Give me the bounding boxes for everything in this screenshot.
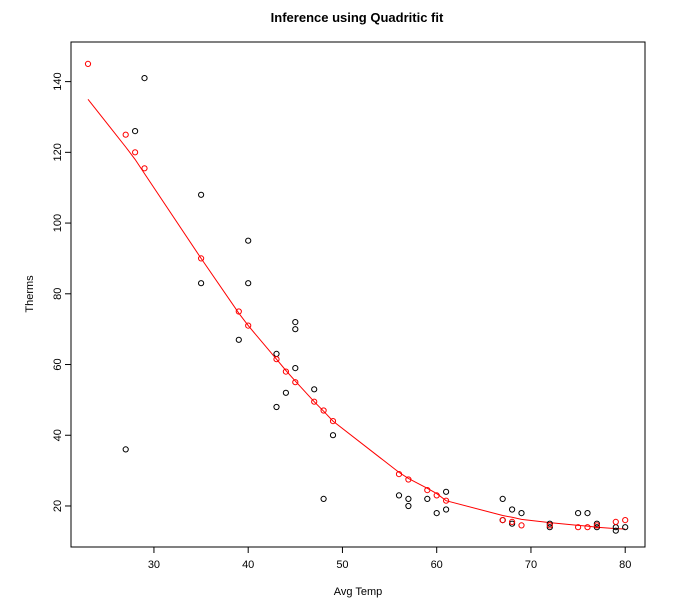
observed-point	[546, 520, 553, 527]
observed-point	[329, 432, 337, 439]
y-tick-label: 120	[52, 143, 64, 161]
chart-title: Inference using Quadritic fit	[271, 10, 444, 25]
observed-point	[508, 520, 516, 527]
observed-point	[518, 509, 525, 517]
observed-point	[311, 386, 318, 393]
observed-point	[424, 495, 431, 502]
fitted-point	[198, 255, 205, 262]
observed-point	[245, 237, 252, 244]
fitted-point	[245, 322, 252, 329]
fitted-point	[424, 487, 431, 494]
data-marks	[84, 60, 629, 534]
observed-point	[508, 506, 516, 513]
observed-point	[443, 506, 450, 513]
fitted-point	[443, 497, 450, 504]
x-tick-label: 70	[525, 559, 537, 571]
fitted-point	[292, 379, 299, 386]
fitted-point	[622, 517, 629, 524]
observed-point	[245, 280, 252, 287]
fitted-point	[235, 308, 242, 315]
fitted-point	[282, 368, 289, 375]
fitted-point	[405, 476, 412, 483]
observed-point	[593, 520, 601, 527]
observed-point	[395, 492, 403, 499]
fitted-point	[575, 524, 582, 531]
y-tick-label: 100	[52, 214, 64, 232]
fitted-point	[546, 522, 553, 529]
observed-point	[575, 509, 582, 517]
x-tick-label: 60	[431, 559, 443, 571]
observed-point	[273, 350, 280, 357]
y-tick-label: 80	[52, 288, 64, 300]
observed-point	[405, 502, 412, 510]
observed-point	[622, 524, 629, 531]
fitted-point	[311, 398, 318, 405]
fitted-point	[329, 418, 337, 425]
y-tick-label: 60	[52, 358, 64, 370]
fitted-point	[273, 356, 280, 363]
observed-point	[198, 280, 205, 287]
fitted-point	[84, 60, 92, 68]
fitted-point	[518, 522, 525, 529]
observed-point	[122, 446, 129, 453]
observed-point	[235, 336, 242, 343]
y-tick-label: 40	[52, 429, 64, 441]
observed-point	[593, 524, 601, 531]
observed-point	[292, 365, 299, 372]
fitted-point	[122, 131, 129, 138]
fitted-point	[433, 492, 440, 499]
x-tick-label: 40	[242, 559, 254, 571]
x-tick-label: 50	[336, 559, 348, 571]
fitted-curve	[87, 98, 626, 530]
fitted-point	[508, 518, 516, 526]
plot-frame	[70, 41, 646, 548]
observed-point	[433, 509, 440, 517]
observed-point	[141, 75, 148, 82]
fitted-point	[132, 149, 139, 156]
observed-point	[273, 403, 280, 411]
fitted-point	[141, 165, 148, 172]
observed-point	[584, 509, 591, 517]
x-tick-label: 30	[148, 559, 160, 571]
observed-point	[282, 389, 289, 396]
x-axis: 30 40 50 60 70 80	[148, 546, 631, 571]
x-axis-label: Avg Temp	[334, 586, 383, 598]
fitted-point	[612, 518, 619, 526]
observed-point	[320, 495, 327, 502]
observed-point	[443, 488, 450, 495]
observed-point	[198, 191, 205, 198]
fitted-point	[593, 522, 601, 529]
fitted-point	[320, 407, 327, 414]
observed-point	[292, 319, 299, 326]
y-tick-label: 140	[52, 72, 64, 90]
fitted-point	[584, 524, 591, 531]
fitted-point	[499, 517, 506, 524]
x-tick-label: 80	[619, 559, 631, 571]
observed-point	[612, 527, 619, 534]
fitted-point	[395, 471, 403, 478]
observed-point	[405, 495, 412, 502]
observed-point	[546, 524, 553, 531]
observed-point	[292, 326, 299, 333]
observed-point	[499, 495, 506, 502]
y-axis: 20 40 60 80 100 120 140	[52, 72, 72, 512]
observed-point	[132, 128, 139, 135]
y-tick-label: 20	[52, 500, 64, 512]
y-axis-label: Therms	[24, 275, 36, 313]
